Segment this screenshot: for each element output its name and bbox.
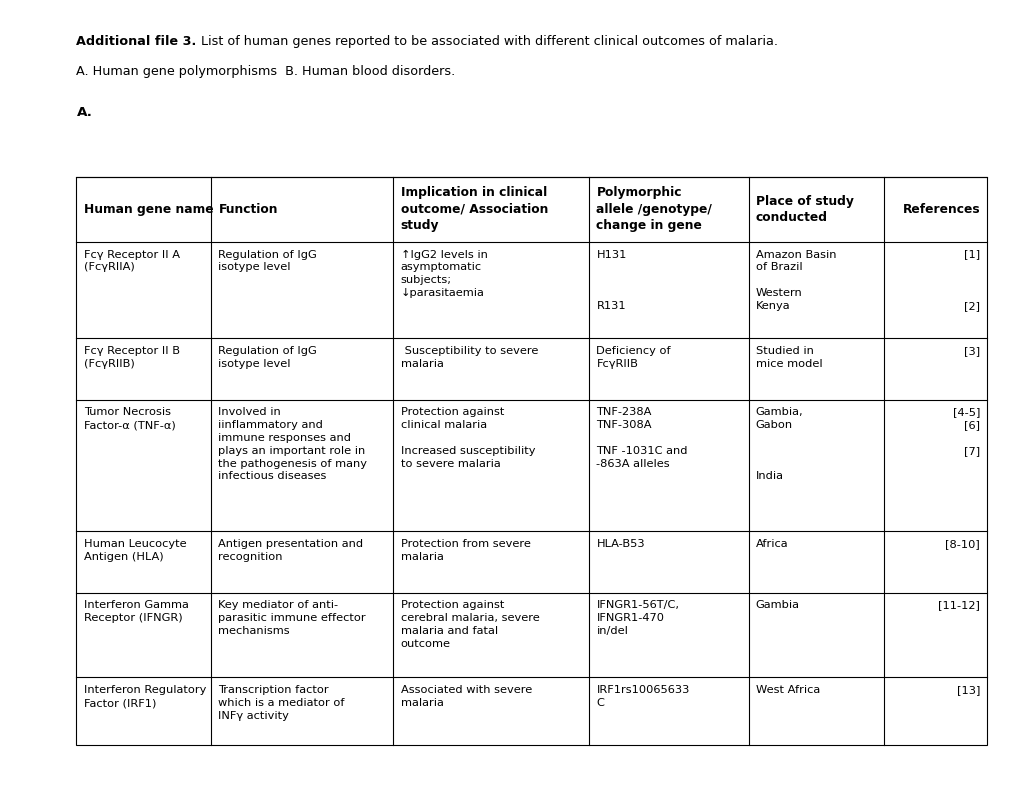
Text: [11-12]: [11-12] bbox=[937, 600, 979, 611]
Bar bbox=[76, 177, 986, 745]
Text: Interferon Regulatory
Factor (IRF1): Interferon Regulatory Factor (IRF1) bbox=[84, 686, 206, 708]
Text: Gambia,
Gabon



India: Gambia, Gabon India bbox=[755, 407, 803, 481]
Text: Place of study
conducted: Place of study conducted bbox=[755, 195, 853, 225]
Text: Key mediator of anti-
parasitic immune effector
mechanisms: Key mediator of anti- parasitic immune e… bbox=[218, 600, 366, 636]
Text: ↑IgG2 levels in
asymptomatic
subjects;
↓parasitaemia: ↑IgG2 levels in asymptomatic subjects; ↓… bbox=[400, 250, 487, 298]
Text: Polymorphic
allele /genotype/
change in gene: Polymorphic allele /genotype/ change in … bbox=[596, 187, 711, 232]
Text: HLA-B53: HLA-B53 bbox=[596, 539, 644, 549]
Text: A. Human gene polymorphisms  B. Human blood disorders.: A. Human gene polymorphisms B. Human blo… bbox=[76, 65, 455, 78]
Text: TNF-238A
TNF-308A

TNF -1031C and
-863A alleles: TNF-238A TNF-308A TNF -1031C and -863A a… bbox=[596, 407, 687, 469]
Text: [1]



[2]: [1] [2] bbox=[963, 250, 979, 310]
Text: H131



R131: H131 R131 bbox=[596, 250, 627, 310]
Text: IFNGR1-56T/C,
IFNGR1-470
in/del: IFNGR1-56T/C, IFNGR1-470 in/del bbox=[596, 600, 679, 636]
Text: Deficiency of
FcγRIIB: Deficiency of FcγRIIB bbox=[596, 346, 671, 369]
Text: Regulation of IgG
isotype level: Regulation of IgG isotype level bbox=[218, 250, 317, 273]
Text: Protection against
clinical malaria

Increased susceptibility
to severe malaria: Protection against clinical malaria Incr… bbox=[400, 407, 535, 469]
Text: Studied in
mice model: Studied in mice model bbox=[755, 346, 821, 369]
Text: Fcγ Receptor II A
(FcγRIIA): Fcγ Receptor II A (FcγRIIA) bbox=[84, 250, 179, 273]
Text: Human gene name: Human gene name bbox=[84, 203, 213, 216]
Text: IRF1rs10065633
C: IRF1rs10065633 C bbox=[596, 686, 689, 708]
Text: Africa: Africa bbox=[755, 539, 788, 549]
Text: Additional file 3.: Additional file 3. bbox=[76, 35, 197, 48]
Text: Amazon Basin
of Brazil

Western
Kenya: Amazon Basin of Brazil Western Kenya bbox=[755, 250, 836, 310]
Text: Involved in
iinflammatory and
immune responses and
plays an important role in
th: Involved in iinflammatory and immune res… bbox=[218, 407, 367, 481]
Text: A.: A. bbox=[76, 106, 93, 119]
Text: West Africa: West Africa bbox=[755, 686, 819, 695]
Text: [4-5]
[6]

[7]: [4-5] [6] [7] bbox=[952, 407, 979, 455]
Text: Associated with severe
malaria: Associated with severe malaria bbox=[400, 686, 531, 708]
Text: Implication in clinical
outcome/ Association
study: Implication in clinical outcome/ Associa… bbox=[400, 187, 547, 232]
Text: Gambia: Gambia bbox=[755, 600, 799, 611]
Text: Interferon Gamma
Receptor (IFNGR): Interferon Gamma Receptor (IFNGR) bbox=[84, 600, 189, 623]
Text: Tumor Necrosis
Factor-α (TNF-α): Tumor Necrosis Factor-α (TNF-α) bbox=[84, 407, 175, 430]
Text: Regulation of IgG
isotype level: Regulation of IgG isotype level bbox=[218, 346, 317, 369]
Text: Protection against
cerebral malaria, severe
malaria and fatal
outcome: Protection against cerebral malaria, sev… bbox=[400, 600, 539, 649]
Text: Antigen presentation and
recognition: Antigen presentation and recognition bbox=[218, 539, 363, 562]
Text: [13]: [13] bbox=[956, 686, 979, 695]
Text: [3]: [3] bbox=[963, 346, 979, 356]
Text: References: References bbox=[902, 203, 979, 216]
Text: Susceptibility to severe
malaria: Susceptibility to severe malaria bbox=[400, 346, 537, 369]
Text: Transcription factor
which is a mediator of
INFγ activity: Transcription factor which is a mediator… bbox=[218, 686, 344, 721]
Text: Function: Function bbox=[218, 203, 277, 216]
Text: List of human genes reported to be associated with different clinical outcomes o: List of human genes reported to be assoc… bbox=[197, 35, 777, 48]
Text: Protection from severe
malaria: Protection from severe malaria bbox=[400, 539, 530, 562]
Text: [8-10]: [8-10] bbox=[945, 539, 979, 549]
Text: Fcγ Receptor II B
(FcγRIIB): Fcγ Receptor II B (FcγRIIB) bbox=[84, 346, 179, 369]
Text: Human Leucocyte
Antigen (HLA): Human Leucocyte Antigen (HLA) bbox=[84, 539, 186, 562]
